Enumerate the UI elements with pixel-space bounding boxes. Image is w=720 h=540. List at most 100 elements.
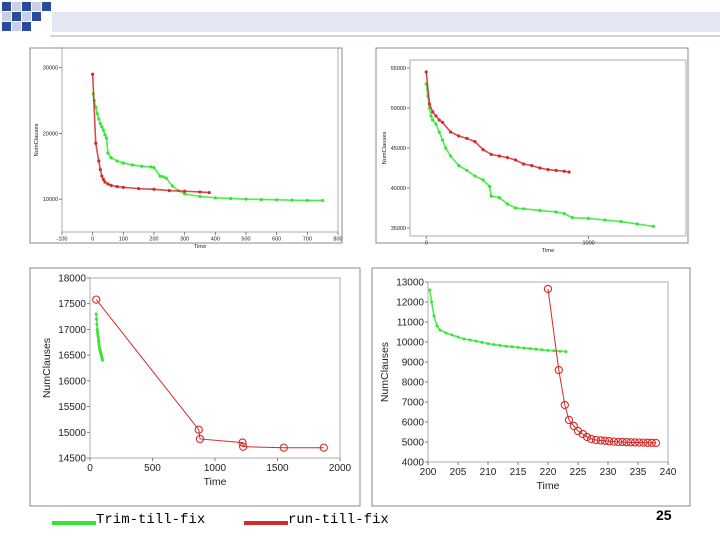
deco-square <box>42 2 51 11</box>
x-tick-label: 1500 <box>266 463 289 474</box>
deco-square <box>32 12 41 21</box>
series-run-till-fix <box>424 70 571 174</box>
x-tick-label: 100 <box>119 237 128 243</box>
deco-square <box>12 2 21 11</box>
deco-square <box>22 12 31 21</box>
chart-frame <box>371 267 691 507</box>
data-point <box>618 437 627 447</box>
data-point <box>609 437 619 446</box>
y-axis-label: NumClauses <box>382 131 388 164</box>
y-tick-label: 50000 <box>391 106 406 112</box>
data-point <box>564 415 574 425</box>
data-point <box>614 437 623 447</box>
y-axis-label: NumClauses <box>41 338 53 398</box>
x-tick-label: 240 <box>660 467 677 478</box>
series-run-till-fix <box>91 72 211 195</box>
plot-area <box>61 47 339 233</box>
series-run-till-fix <box>543 284 661 448</box>
data-point <box>635 438 644 447</box>
series-trim-till-fix <box>94 312 104 362</box>
x-tick-label: 200 <box>420 467 437 478</box>
y-tick-label: 4000 <box>402 458 425 469</box>
x-tick-label: 235 <box>630 467 647 478</box>
y-tick-label: 16000 <box>58 376 86 387</box>
x-tick-label: 200 <box>149 237 158 243</box>
series-trace <box>91 74 210 194</box>
y-tick-label: 16500 <box>58 351 86 362</box>
series-line <box>95 299 324 449</box>
y-axis-label: NumClauses <box>34 123 40 156</box>
x-tick-label: 300 <box>180 237 189 243</box>
series-trim-till-fix <box>91 92 325 203</box>
data-point <box>319 443 328 452</box>
x-axis-label: Time <box>194 244 207 250</box>
data-point <box>600 436 610 445</box>
y-tick-label: 30000 <box>43 66 58 72</box>
x-tick-label: 210 <box>480 467 497 478</box>
deco-square <box>32 2 41 11</box>
y-tick-label: 12000 <box>396 298 424 309</box>
y-tick-label: 20000 <box>43 131 58 137</box>
plot-area <box>427 281 669 463</box>
x-tick-label: 400 <box>211 237 220 243</box>
legend-swatch-red <box>244 521 288 525</box>
data-point <box>92 295 101 304</box>
x-axis-label: Time <box>204 476 227 488</box>
data-point <box>626 438 635 447</box>
y-tick-label: 18000 <box>58 274 86 285</box>
y-tick-label: 13000 <box>396 278 424 289</box>
y-tick-label: 14500 <box>58 454 86 465</box>
deco-square <box>2 2 11 11</box>
data-point <box>279 443 288 452</box>
legend-swatch-green <box>52 521 96 525</box>
y-tick-label: 35000 <box>391 226 406 232</box>
x-tick-label: 220 <box>540 467 557 478</box>
y-tick-label: 15000 <box>58 428 86 439</box>
data-point <box>194 425 203 434</box>
y-tick-label: 6000 <box>402 418 425 429</box>
y-tick-label: 10000 <box>396 338 424 349</box>
data-point <box>605 437 614 446</box>
page-number: 25 <box>656 507 672 523</box>
chart-frame <box>375 47 689 244</box>
data-point <box>639 438 648 447</box>
x-tick-label: -100 <box>56 237 67 243</box>
y-tick-label: 15500 <box>58 402 86 413</box>
x-tick-label: 0 <box>425 241 428 247</box>
x-tick-label: 500 <box>241 237 250 243</box>
data-point <box>622 438 631 447</box>
x-axis-label: Time <box>542 248 555 254</box>
series-trace <box>92 93 323 202</box>
x-axis-label: Time <box>537 480 560 492</box>
legend-label-trim-till-fix: Trim-till-fix <box>96 512 206 528</box>
x-tick-label: 0 <box>87 463 93 474</box>
series-trace <box>429 289 567 353</box>
data-point <box>195 434 205 444</box>
data-point <box>578 429 587 439</box>
y-tick-label: 45000 <box>391 146 406 152</box>
deco-square <box>12 22 21 31</box>
x-tick-label: 2000 <box>329 463 352 474</box>
data-point <box>643 438 652 447</box>
data-point <box>587 434 596 444</box>
y-tick-label: 7000 <box>402 398 425 409</box>
x-tick-label: 1000 <box>582 241 594 247</box>
data-point <box>569 421 578 431</box>
data-point <box>554 365 563 375</box>
title-decoration <box>2 2 720 37</box>
chart-frame <box>29 267 361 507</box>
data-point <box>560 400 569 410</box>
series-trace <box>425 71 570 173</box>
x-tick-label: 0 <box>91 237 94 243</box>
series-trim-till-fix <box>424 82 656 228</box>
x-tick-label: 500 <box>144 463 161 474</box>
data-point <box>543 284 553 294</box>
data-point <box>651 438 661 448</box>
x-tick-label: 230 <box>600 467 617 478</box>
data-point <box>647 438 656 447</box>
data-point <box>591 435 601 445</box>
